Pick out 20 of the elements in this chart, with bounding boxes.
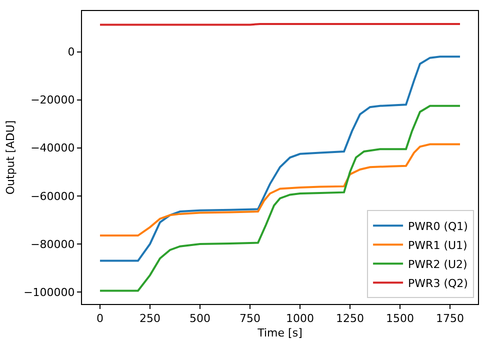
y-tick-label: −20000	[30, 94, 75, 107]
legend-label: PWR0 (Q1)	[408, 220, 468, 233]
y-tick-label: 0	[68, 46, 75, 59]
x-tick-label: 1000	[286, 312, 314, 326]
y-tick-label: −40000	[30, 142, 75, 155]
x-tick-label: 0	[96, 312, 104, 326]
x-axis-title: Time [s]	[256, 326, 302, 340]
x-tick-label: 250	[140, 312, 160, 326]
x-tick-label: 1750	[436, 312, 464, 326]
legend-label: PWR1 (U1)	[408, 238, 468, 252]
y-tick-label: −60000	[30, 190, 75, 203]
x-tick-label: 1250	[336, 312, 364, 326]
y-axis-title: Output [ADU]	[4, 120, 18, 195]
y-tick-label: −80000	[30, 238, 75, 251]
y-tick-label: −100000	[24, 286, 75, 299]
legend-label: PWR3 (Q2)	[408, 276, 468, 290]
x-tick-label: 1500	[386, 312, 414, 326]
x-tick-label: 500	[190, 312, 210, 326]
x-tick-label: 750	[240, 312, 260, 326]
legend-label: PWR2 (U2)	[408, 258, 468, 271]
